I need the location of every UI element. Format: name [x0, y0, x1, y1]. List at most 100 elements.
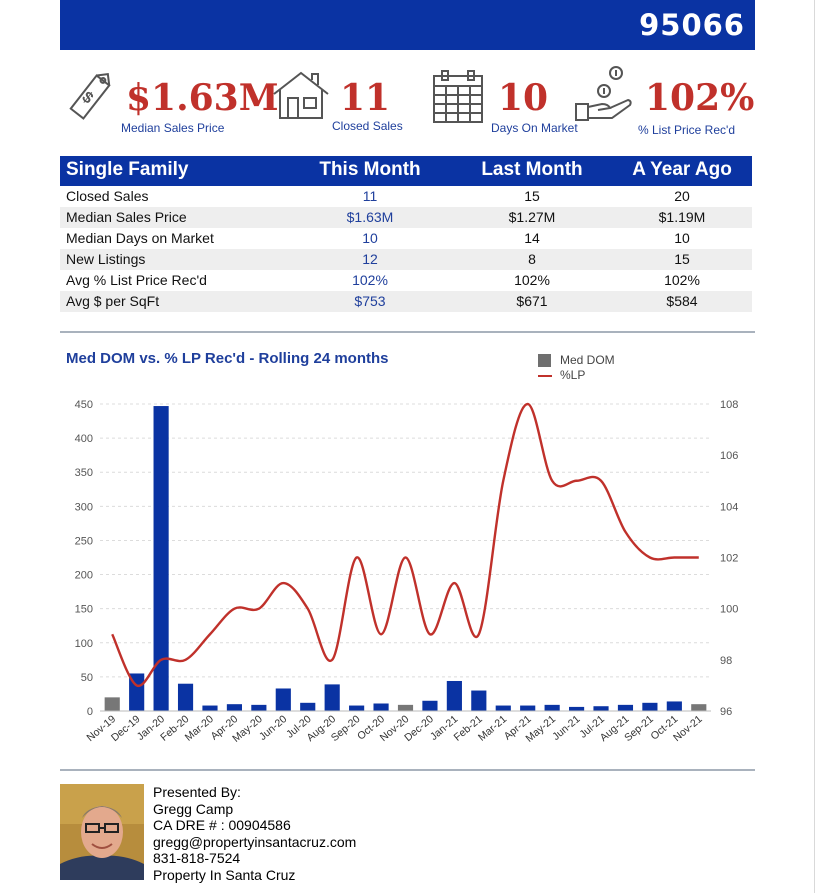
presenter-line: Presented By: — [153, 784, 241, 800]
header-banner: 95066 — [60, 0, 755, 50]
table-cell: 11 — [362, 188, 378, 204]
kpi-dom-value: 10 — [498, 77, 549, 119]
bar-feb-20 — [177, 683, 194, 711]
header-year-ago: A Year Ago — [632, 159, 732, 180]
header-type: Single Family — [66, 159, 189, 180]
kpi-closed-sales-value: 11 — [340, 77, 391, 119]
table-cell: 102% — [514, 272, 550, 288]
y-right-tick-label: 100 — [720, 604, 738, 616]
table-cell: Avg $ per SqFt — [66, 293, 160, 309]
kpi-lp-label: % List Price Rec'd — [638, 123, 735, 137]
dom-lp-chart: 0 50 100 150 200 250 300 350 400 450 96 98 100 102 104… — [75, 399, 739, 745]
calendar-icon — [433, 70, 483, 123]
table-row-median-sales-price: Median Sales Price $1.63M $1.27M $1.19M — [60, 207, 752, 228]
table-cell: $584 — [666, 293, 698, 309]
table-row-avg-lp-recd: Avg % List Price Rec'd 102% 102% 102% — [60, 270, 752, 291]
y-right-tick-label: 104 — [720, 501, 738, 513]
bar-nov-19 — [104, 697, 120, 711]
table-cell: 14 — [524, 230, 540, 246]
presenter-line: 831-818-7524 — [153, 850, 241, 867]
table-cell: Median Days on Market — [66, 230, 214, 246]
chart-title: Med DOM vs. % LP Rec'd - Rolling 24 mont… — [66, 350, 389, 367]
legend-swatch-dom — [538, 354, 551, 367]
x-tick-label: Mar-21 — [476, 713, 509, 744]
y-right-tick-label: 96 — [720, 706, 732, 718]
kpi-median-price-value: $1.63M — [126, 77, 279, 119]
y-right-tick-label: 98 — [720, 655, 732, 667]
bar-apr-20 — [226, 704, 242, 711]
presenter-line: Property In Santa Cruz — [153, 866, 296, 883]
bar-apr-21 — [520, 705, 536, 711]
price-tag-icon: $ — [69, 73, 111, 120]
table-cell: $1.27M — [508, 209, 556, 225]
bar-jul-20 — [300, 702, 316, 711]
bar-jun-20 — [275, 688, 291, 711]
presenter-line: CA DRE # : 00904586 — [153, 817, 291, 834]
table-cell: 102% — [352, 272, 388, 288]
table-cell: 10 — [362, 230, 378, 246]
bar-nov-20 — [397, 704, 414, 711]
zip-code: 95066 — [639, 8, 745, 42]
bar-jun-21 — [569, 706, 585, 711]
kpi-closed-sales-label: Closed Sales — [332, 119, 403, 133]
table-header: Single Family This Month Last Month A Ye… — [60, 156, 752, 186]
y-left-tick-label: 350 — [75, 467, 93, 479]
table-cell: 15 — [524, 188, 540, 204]
table-cell: Avg % List Price Rec'd — [66, 272, 207, 288]
page-edge — [814, 0, 815, 893]
y-left-tick-label: 50 — [81, 672, 93, 684]
y-left-tick-label: 0 — [87, 706, 93, 718]
coins-hand-icon — [575, 66, 632, 121]
bar-oct-21 — [666, 701, 682, 711]
table-cell: $671 — [516, 293, 548, 309]
table-cell: New Listings — [66, 251, 146, 267]
bar-sep-21 — [642, 702, 658, 711]
bar-jan-21 — [446, 680, 462, 711]
table-cell: Median Sales Price — [66, 209, 187, 225]
bar-nov-21 — [691, 704, 707, 711]
bar-feb-21 — [471, 690, 487, 711]
divider-top — [60, 331, 755, 333]
header-this-month: This Month — [319, 159, 421, 180]
table-row-median-dom: Median Days on Market 10 14 10 — [60, 228, 752, 249]
kpi-lp-value: 102% — [645, 77, 755, 119]
x-tick-label: Jun-20 — [257, 713, 289, 743]
table-cell: $753 — [354, 293, 386, 309]
house-icon — [273, 71, 329, 119]
table-cell: 8 — [528, 251, 536, 267]
header-last-month: Last Month — [481, 159, 583, 180]
bar-sep-20 — [349, 705, 365, 711]
table-row-new-listings: New Listings 12 8 15 — [60, 249, 752, 270]
table-row-avg-per-sqft: Avg $ per SqFt $753 $671 $584 — [60, 291, 752, 312]
kpi-median-price-label: Median Sales Price — [121, 121, 225, 135]
table-cell: 12 — [362, 251, 378, 267]
table-cell: $1.19M — [658, 209, 706, 225]
y-left-tick-label: 150 — [75, 604, 93, 616]
table-cell: 10 — [674, 230, 690, 246]
y-left-tick-label: 400 — [75, 433, 93, 445]
bar-may-21 — [544, 704, 560, 711]
presenter-photo — [60, 784, 144, 880]
y-right-tick-label: 106 — [720, 450, 738, 462]
table-cell: 20 — [674, 188, 690, 204]
bar-mar-21 — [495, 705, 511, 711]
x-tick-label: Jun-21 — [550, 713, 582, 743]
y-left-tick-label: 100 — [75, 638, 93, 650]
y-right-tick-label: 102 — [720, 553, 738, 565]
presenter-line: gregg@propertyinsantacruz.com — [153, 833, 357, 850]
y-right-tick-label: 108 — [720, 399, 738, 411]
table-cell: Closed Sales — [66, 188, 149, 204]
bar-dec-20 — [422, 700, 438, 711]
table-row-closed-sales: Closed Sales 11 15 20 — [60, 186, 752, 207]
presenter-info: Presented By: Gregg Camp CA DRE # : 009045… — [153, 784, 356, 884]
bar-aug-21 — [617, 704, 634, 711]
x-tick-label: Mar-20 — [183, 713, 216, 744]
table-cell: $1.63M — [346, 209, 394, 225]
y-left-tick-label: 200 — [75, 570, 93, 582]
bar-jul-21 — [593, 706, 609, 711]
bar-aug-20 — [324, 684, 340, 711]
bar-jan-20 — [153, 406, 169, 711]
legend-label-dom: Med DOM — [560, 353, 615, 367]
kpi-dom-label: Days On Market — [491, 121, 578, 135]
legend-label-lp: %LP — [560, 368, 586, 382]
